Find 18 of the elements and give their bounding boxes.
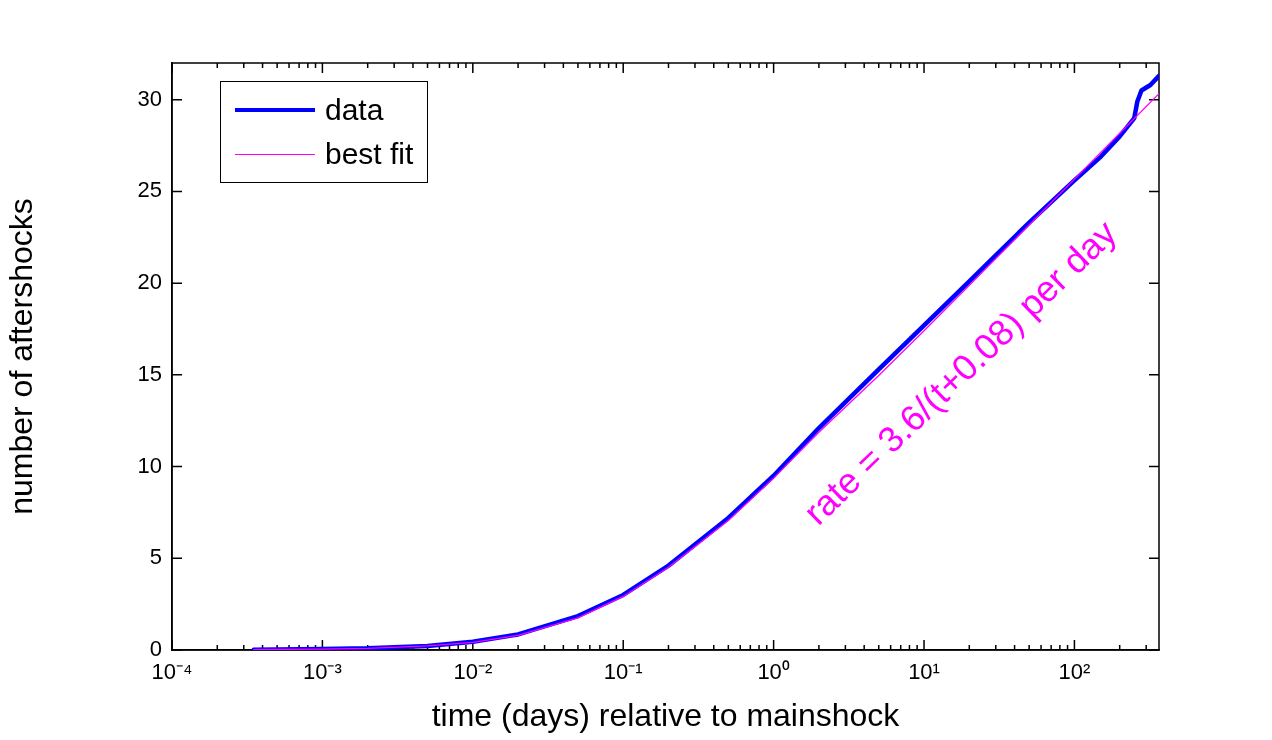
- x-tick-label: 10⁰: [757, 659, 790, 685]
- legend-label: data: [325, 93, 384, 127]
- y-tick-label: 25: [137, 177, 162, 203]
- y-tick-label: 10: [137, 452, 162, 478]
- x-axis-title: time (days) relative to mainshock: [431, 696, 901, 733]
- y-tick-label: 20: [137, 269, 162, 295]
- legend-label: best fit: [325, 137, 414, 171]
- x-tick-label: 10⁻²: [453, 659, 493, 685]
- y-tick-label: 30: [137, 85, 162, 111]
- x-tick-label: 10⁻³: [303, 659, 342, 685]
- x-tick-label: 10¹: [908, 659, 940, 685]
- y-tick-label: 5: [149, 544, 162, 570]
- x-tick-label: 10²: [1058, 659, 1091, 685]
- y-tick-label: 15: [137, 360, 162, 386]
- y-tick-label: 0: [149, 636, 162, 662]
- x-tick-label: 10⁻¹: [603, 659, 643, 685]
- y-axis-title: number of aftershocks: [3, 198, 40, 515]
- x-tick-label: 10⁻⁴: [151, 659, 193, 685]
